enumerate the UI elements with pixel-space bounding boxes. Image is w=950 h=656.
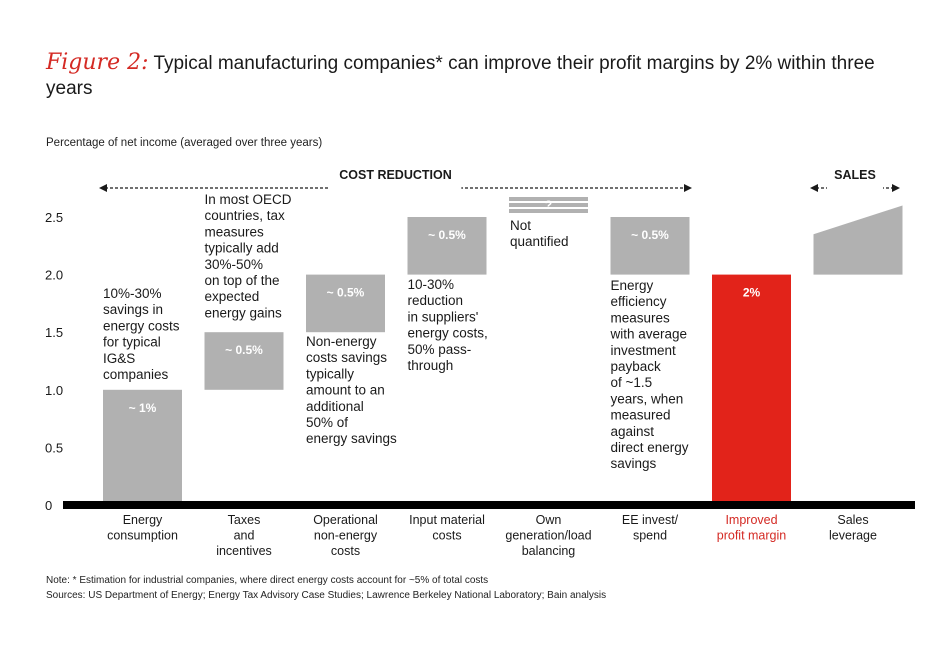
footnote: Note: * Estimation for industrial compan… xyxy=(46,575,489,586)
category-label: non-energy xyxy=(314,529,378,543)
bar-annotation: In most OECD xyxy=(205,192,292,207)
hatch-stripe xyxy=(509,197,588,201)
bar-annotation: quantified xyxy=(510,234,569,249)
category-label: and xyxy=(234,529,255,543)
category-label: Own xyxy=(536,513,562,527)
title-text: Typical manufacturing companies* can imp… xyxy=(46,53,875,99)
bar-annotation: typically xyxy=(306,366,354,381)
y-tick-label: 1.0 xyxy=(45,383,63,398)
bar-label: 2% xyxy=(743,286,761,300)
bar-annotation: costs savings xyxy=(306,350,387,365)
bar-annotation: additional xyxy=(306,399,364,414)
bar-annotation: 50% of xyxy=(306,415,348,430)
bar-annotation: 30%-50% xyxy=(205,257,264,272)
bar-label: ~ 1% xyxy=(129,401,157,415)
bar-annotation: Not xyxy=(510,218,531,233)
bar xyxy=(306,274,385,333)
bar-annotation: measures xyxy=(205,224,265,239)
category-label: Taxes xyxy=(228,513,261,527)
category-label: spend xyxy=(633,529,667,543)
bar-annotation: against xyxy=(611,424,655,439)
bar xyxy=(610,217,690,275)
category-label: costs xyxy=(432,529,461,543)
sales-label: SALES xyxy=(834,168,876,182)
category-label: EE invest/ xyxy=(622,513,679,527)
category-label: profit margin xyxy=(717,529,787,543)
cost-reduction-arrowhead-left xyxy=(99,184,107,192)
category-label: incentives xyxy=(216,544,272,558)
bar xyxy=(204,332,284,390)
category-label: Sales xyxy=(837,513,868,527)
bar-annotation: 10-30% xyxy=(408,277,455,292)
bar-annotation: IG&S xyxy=(103,351,135,366)
bar-annotation: expected xyxy=(205,289,260,304)
bar-label: ~ 0.5% xyxy=(225,343,263,357)
bar-label: ~ 0.5% xyxy=(428,228,466,242)
category-label: Energy xyxy=(123,513,163,527)
bar-annotation: 10%-30% xyxy=(103,286,162,301)
bar-annotation: efficiency xyxy=(611,294,667,309)
bar-annotation: on top of the xyxy=(205,273,280,288)
bar-annotation: energy savings xyxy=(306,431,397,446)
bar-annotation: payback xyxy=(611,359,662,374)
sales-leverage-bar xyxy=(813,205,903,275)
sales-arrowhead-left xyxy=(810,184,818,192)
bar-annotation: of ~1.5 xyxy=(611,375,653,390)
improved-margin-bar xyxy=(712,274,791,505)
bar-annotation: measures xyxy=(611,310,671,325)
category-label: Improved xyxy=(725,513,777,527)
figure-label: Figure 2: xyxy=(46,50,149,75)
bar-annotation: direct energy xyxy=(611,440,689,455)
bar-annotation: 50% pass- xyxy=(408,342,472,357)
bar-label: ? xyxy=(545,198,552,212)
bar-annotation: amount to an xyxy=(306,383,385,398)
bar-annotation: reduction xyxy=(408,293,464,308)
bar-annotation: Non-energy xyxy=(306,334,377,349)
x-axis-baseline xyxy=(63,501,915,509)
category-label: balancing xyxy=(522,544,576,558)
bar-annotation: companies xyxy=(103,367,169,382)
bar-label: ~ 0.5% xyxy=(631,228,669,242)
bar-annotation: investment xyxy=(611,343,677,358)
bar-annotation: through xyxy=(408,358,454,373)
bar xyxy=(103,389,182,505)
category-label: Input material xyxy=(409,513,485,527)
y-tick-label: 0.5 xyxy=(45,440,63,455)
bar-annotation: typically add xyxy=(205,241,279,256)
category-label: Operational xyxy=(313,513,378,527)
cost-reduction-arrowhead-right xyxy=(684,184,692,192)
bar-annotation: for typical xyxy=(103,335,161,350)
sources: Sources: US Department of Energy; Energy… xyxy=(46,590,607,601)
chart-title: Figure 2: Typical manufacturing companie… xyxy=(46,50,916,101)
hatch-stripe xyxy=(509,203,588,207)
bar-annotation: energy costs xyxy=(103,318,180,333)
bar-annotation: energy gains xyxy=(205,305,283,320)
bar-annotation: energy costs, xyxy=(408,326,488,341)
category-label: leverage xyxy=(829,529,877,543)
y-tick-label: 2.0 xyxy=(45,268,63,283)
bar-annotation: in suppliers' xyxy=(408,309,479,324)
y-tick-label: 2.5 xyxy=(45,210,63,225)
cost-reduction-label-bg xyxy=(329,174,462,196)
bar-annotation: years, when xyxy=(611,391,684,406)
bar-annotation: savings in xyxy=(103,302,163,317)
category-label: consumption xyxy=(107,529,178,543)
bar-annotation: savings xyxy=(611,456,657,471)
hatch-stripe xyxy=(509,209,588,213)
category-label: generation/load xyxy=(505,529,591,543)
bar-annotation: measured xyxy=(611,408,671,423)
bar-annotation: Energy xyxy=(611,278,654,293)
cost-reduction-label: COST REDUCTION xyxy=(339,168,452,182)
y-tick-label: 1.5 xyxy=(45,325,63,340)
y-axis-label: Percentage of net income (averaged over … xyxy=(46,137,323,149)
bar-annotation: countries, tax xyxy=(205,208,286,223)
bar-label: ~ 0.5% xyxy=(327,286,365,300)
sales-label-bg xyxy=(827,174,883,196)
y-tick-label: 0 xyxy=(45,498,52,513)
sales-arrowhead-right xyxy=(892,184,900,192)
bar-annotation: with average xyxy=(610,327,688,342)
category-label: costs xyxy=(331,544,360,558)
bar xyxy=(407,217,487,275)
